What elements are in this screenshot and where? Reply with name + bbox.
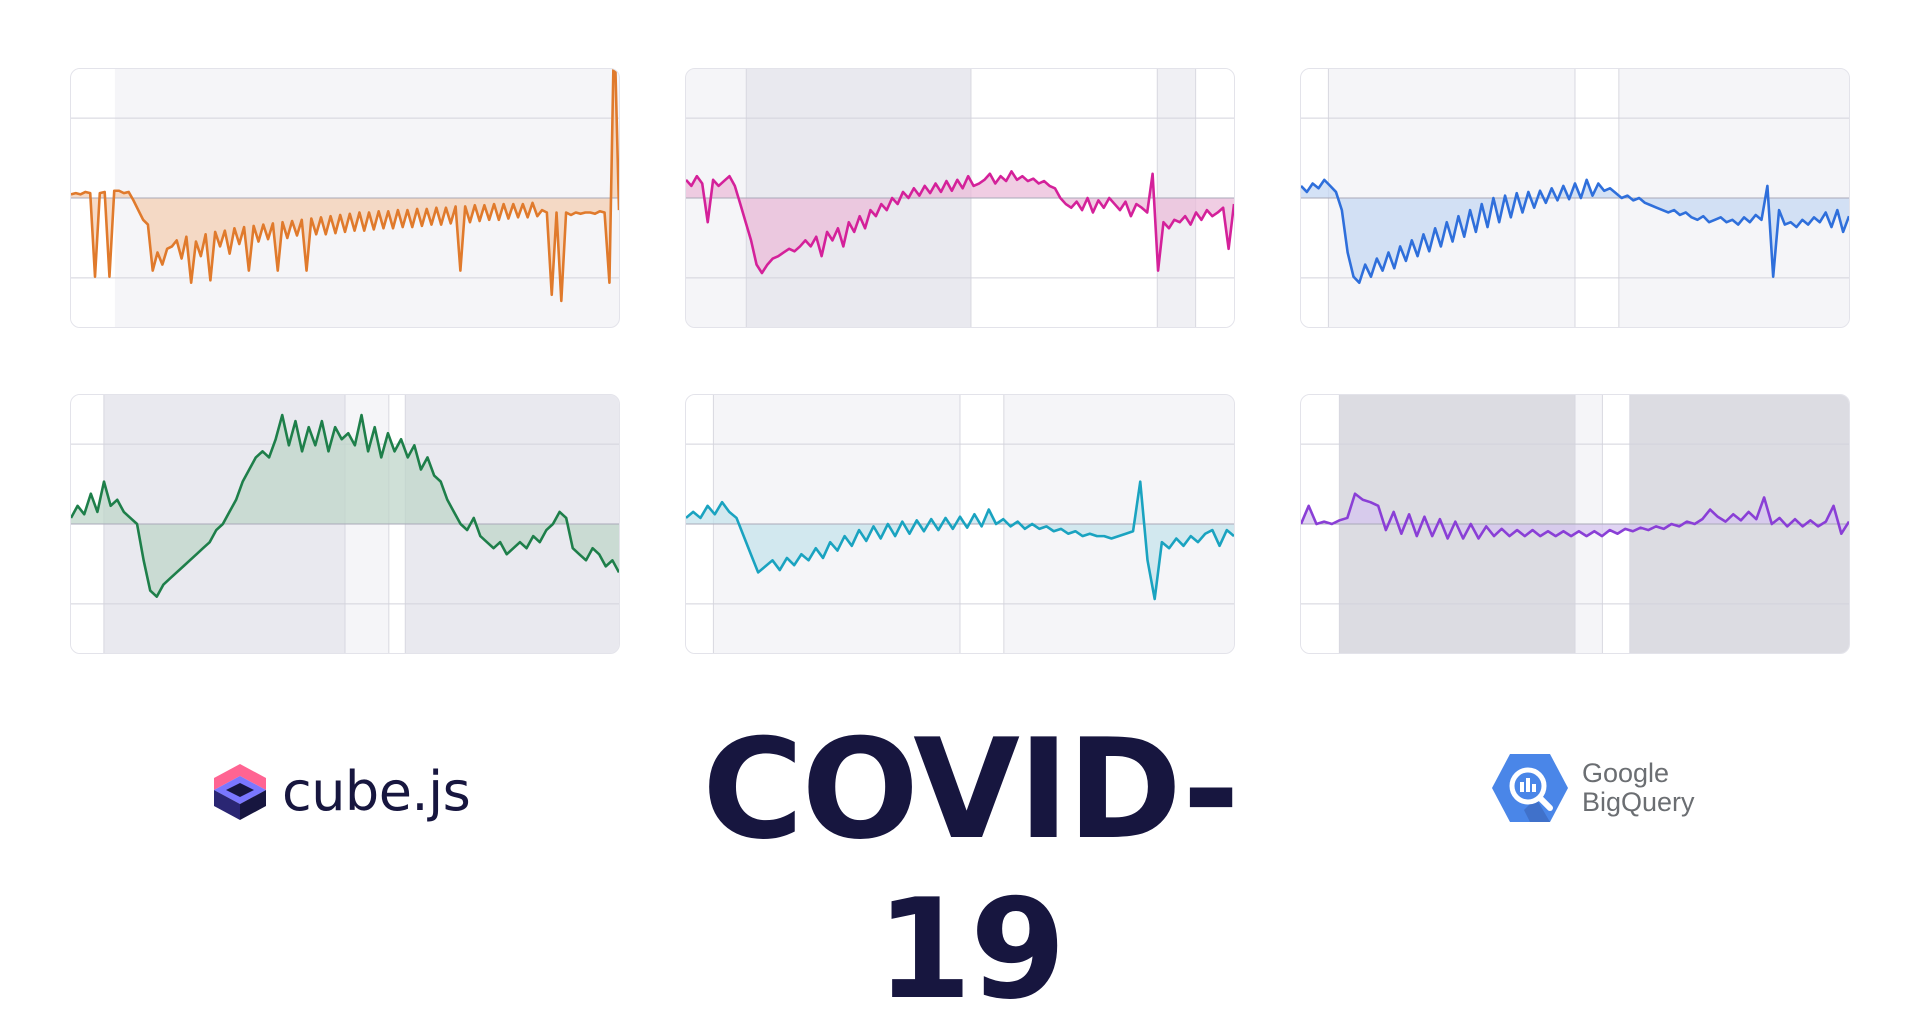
series-line xyxy=(71,413,619,598)
series-area xyxy=(686,481,1234,600)
series-line xyxy=(1301,492,1849,540)
series-area xyxy=(1301,493,1849,539)
bigquery-wordmark: Google BigQuery xyxy=(1582,759,1695,817)
series-area xyxy=(71,415,619,597)
cube-js-wordmark: cube.js xyxy=(282,760,471,823)
bigquery-line2: BigQuery xyxy=(1582,787,1695,817)
cube-js-logo: cube.js xyxy=(212,760,471,823)
chart-panel-teal xyxy=(685,394,1235,654)
bigquery-line1: Google xyxy=(1582,758,1670,788)
chart-purple xyxy=(1301,395,1849,653)
chart-panel-purple xyxy=(1300,394,1850,654)
bigquery-logo: Google BigQuery xyxy=(1490,752,1695,824)
chart-panel-orange xyxy=(70,68,620,328)
series-line xyxy=(686,170,1234,275)
chart-green xyxy=(71,395,619,653)
chart-panel-blue xyxy=(1300,68,1850,328)
chart-blue xyxy=(1301,69,1849,327)
chart-panel-magenta xyxy=(685,68,1235,328)
series-line xyxy=(686,480,1234,601)
series-area xyxy=(1301,179,1849,283)
chart-magenta xyxy=(686,69,1234,327)
series-line xyxy=(71,69,619,303)
page-title: COVID-19 xyxy=(702,709,1239,1030)
cube-js-icon xyxy=(214,763,266,820)
series-line xyxy=(1301,178,1849,285)
series-area xyxy=(71,69,619,301)
chart-teal xyxy=(686,395,1234,653)
bigquery-icon xyxy=(1492,754,1568,822)
chart-panel-green xyxy=(70,394,620,654)
chart-orange xyxy=(71,69,619,327)
